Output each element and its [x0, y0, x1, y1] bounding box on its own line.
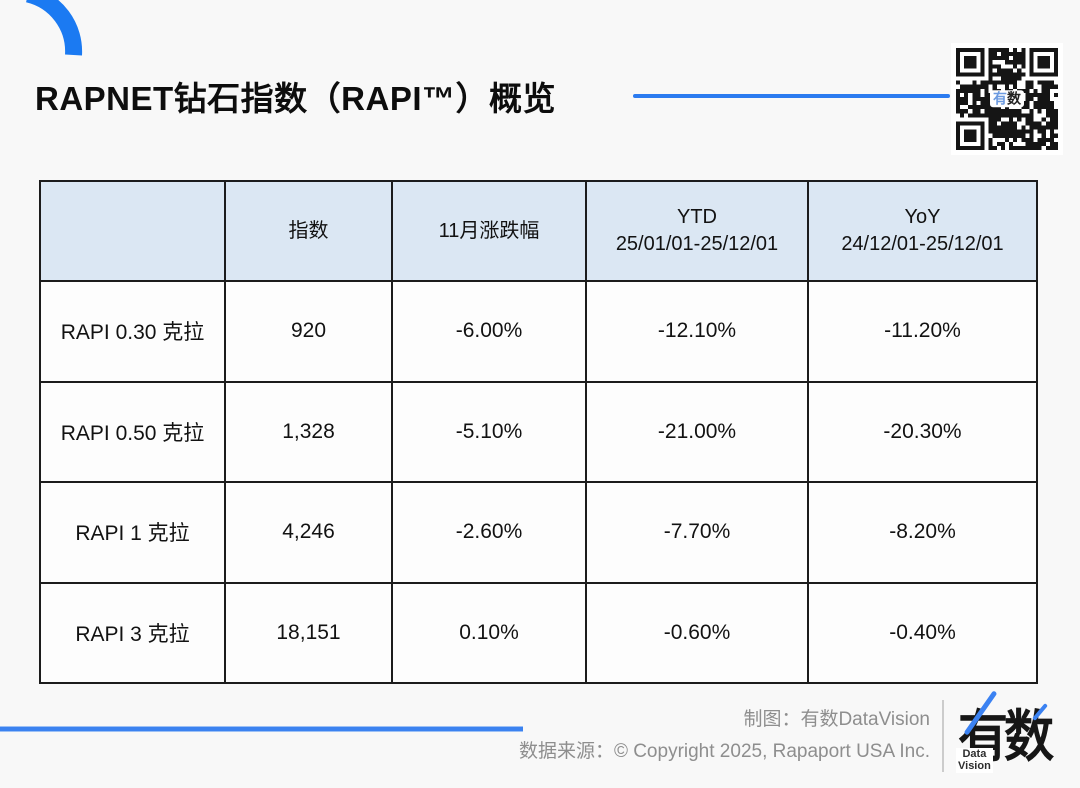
- header-cell-blank: [39, 180, 226, 282]
- footer-divider: [942, 700, 944, 772]
- cell-month-change: -5.10%: [391, 380, 587, 483]
- title-underline-rule: [633, 94, 950, 98]
- qr-center-logo: 有数: [990, 90, 1024, 108]
- table-row: RAPI 0.50 克拉 1,328 -5.10% -21.00% -20.30…: [39, 380, 1038, 483]
- corner-arc-decoration: [25, 0, 83, 56]
- row-label: RAPI 0.50 克拉: [39, 380, 226, 483]
- cell-yoy: -0.40%: [807, 581, 1038, 684]
- table-row: RAPI 0.30 克拉 920 -6.00% -12.10% -11.20%: [39, 280, 1038, 383]
- cell-ytd: -21.00%: [585, 380, 809, 483]
- cell-yoy: -20.30%: [807, 380, 1038, 483]
- logo-subtext: Data Vision: [956, 748, 993, 774]
- cell-yoy: -11.20%: [807, 280, 1038, 383]
- row-label: RAPI 0.30 克拉: [39, 280, 226, 383]
- cell-index: 920: [224, 280, 393, 383]
- cell-yoy: -8.20%: [807, 481, 1038, 584]
- cell-ytd: -0.60%: [585, 581, 809, 684]
- cell-index: 18,151: [224, 581, 393, 684]
- credit-data-source: 数据来源：© Copyright 2025, Rapaport USA Inc.: [518, 741, 930, 762]
- row-label: RAPI 1 克拉: [39, 481, 226, 584]
- table-header-row: 指数 11月涨跌幅 YTD 25/01/01-25/12/01 YoY 24/1…: [39, 180, 1038, 282]
- credit-made-by: 制图：有数DataVision: [743, 709, 930, 730]
- header-cell-month-change: 11月涨跌幅: [391, 180, 587, 282]
- cell-index: 1,328: [224, 380, 393, 483]
- row-label: RAPI 3 克拉: [39, 581, 226, 684]
- table-row: RAPI 1 克拉 4,246 -2.60% -7.70% -8.20%: [39, 481, 1038, 584]
- footer-credits: 制图：有数DataVision 数据来源：© Copyright 2025, R…: [519, 708, 930, 764]
- header-cell-yoy: YoY 24/12/01-25/12/01: [807, 180, 1038, 282]
- cell-ytd: -12.10%: [585, 280, 809, 383]
- rapi-index-table: 指数 11月涨跌幅 YTD 25/01/01-25/12/01 YoY 24/1…: [39, 180, 1038, 684]
- page-title: RAPNET钻石指数（RAPI™）概览: [35, 80, 557, 117]
- table-row: RAPI 3 克拉 18,151 0.10% -0.60% -0.40%: [39, 581, 1038, 684]
- header-cell-ytd: YTD 25/01/01-25/12/01: [585, 180, 809, 282]
- cell-month-change: -6.00%: [391, 280, 587, 383]
- cell-month-change: -2.60%: [391, 481, 587, 584]
- footer-accent-rule: [0, 727, 523, 731]
- qr-code: 有数: [951, 43, 1063, 155]
- cell-ytd: -7.70%: [585, 481, 809, 584]
- header-cell-index: 指数: [224, 180, 393, 282]
- cell-index: 4,246: [224, 481, 393, 584]
- datavision-logo: 有数 Data Vision: [956, 690, 1066, 775]
- cell-month-change: 0.10%: [391, 581, 587, 684]
